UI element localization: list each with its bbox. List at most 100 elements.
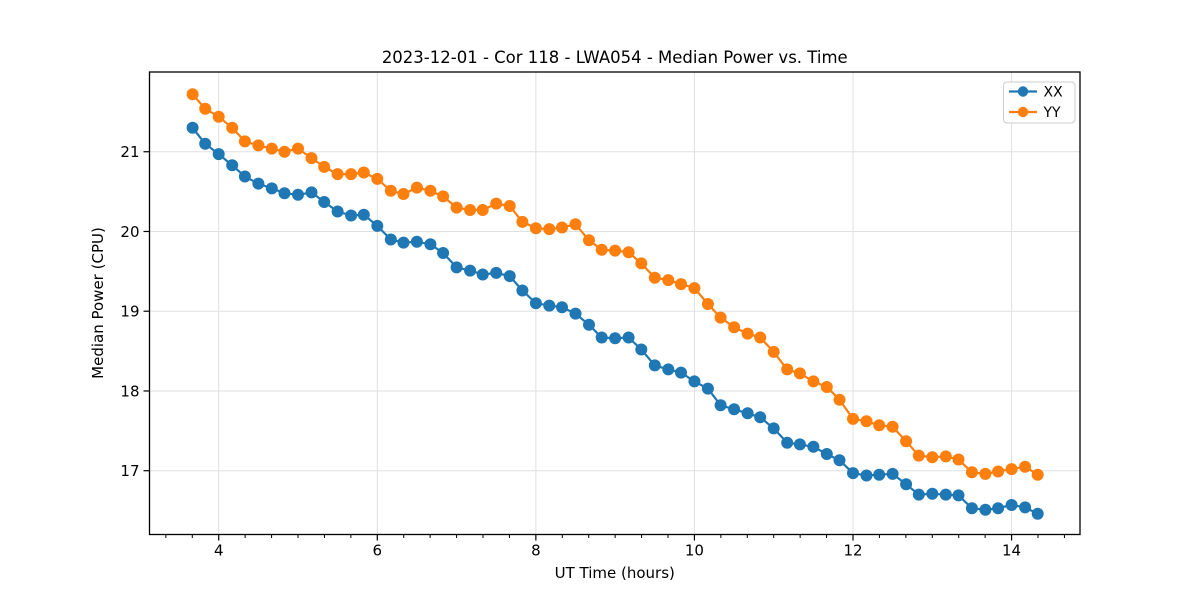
series-yy-marker: [556, 221, 568, 234]
y-axis: 17 18 19 20 21: [120, 143, 150, 480]
series-xx-marker: [781, 436, 794, 449]
y-tick-label: 17: [120, 462, 139, 480]
series-xx-marker: [728, 403, 741, 416]
series-xx-marker: [648, 359, 661, 372]
series-yy-marker: [384, 184, 397, 197]
x-tick-label: 6: [373, 542, 383, 560]
series-yy-marker: [820, 381, 833, 393]
series-yy-marker: [345, 168, 358, 181]
legend-marker: [1017, 86, 1029, 97]
series-xx-marker: [543, 299, 556, 312]
series-yy-marker: [278, 145, 291, 158]
series-yy-marker: [701, 298, 714, 310]
series-yy-marker: [305, 152, 318, 165]
series-yy-marker: [952, 453, 965, 466]
series-yy-marker: [767, 345, 780, 358]
series-xx-marker: [529, 297, 542, 310]
series-xx-marker: [424, 238, 437, 251]
series-xx-marker: [583, 318, 595, 331]
series-xx-marker: [318, 196, 331, 208]
series-yy-marker: [688, 282, 701, 295]
series-xx-marker: [820, 448, 833, 460]
series-yy-marker: [464, 204, 477, 216]
series-xx-marker: [464, 264, 477, 277]
series-xx-marker: [556, 301, 568, 314]
legend-item-xx[interactable]: XX: [1009, 85, 1063, 101]
series-xx-marker: [886, 467, 899, 480]
y-tick-label: 20: [120, 223, 139, 241]
legend-item-yy[interactable]: YY: [1009, 105, 1061, 121]
series-xx-marker: [688, 375, 701, 388]
series-xx-marker: [265, 182, 278, 195]
series-xx-marker: [939, 488, 952, 501]
series-yy-marker: [714, 311, 727, 324]
series-xx-marker: [1019, 501, 1032, 514]
series-yy-marker: [529, 222, 542, 235]
y-axis-label: Median Power (CPU): [89, 227, 107, 379]
series-yy-marker: [622, 246, 635, 259]
series-xx-marker: [767, 422, 780, 435]
x-axis: 4 6 8 10 12 14: [165, 534, 1065, 560]
series-xx-marker: [503, 270, 516, 283]
series-xx-marker: [847, 467, 859, 480]
series-xx-marker: [450, 261, 463, 274]
series-xx-marker: [199, 137, 212, 150]
series-yy-marker: [357, 166, 370, 179]
series-yy-marker: [900, 435, 913, 448]
gridlines: [149, 72, 1080, 535]
series-yy-marker: [979, 467, 992, 480]
series-xx-marker: [992, 502, 1005, 515]
series-xx-marker: [754, 411, 767, 424]
series-xx-marker: [609, 332, 622, 345]
legend-label: YY: [1043, 105, 1062, 121]
series-xx-marker: [212, 148, 225, 161]
series-yy-marker: [1031, 468, 1044, 481]
series-xx-marker: [476, 268, 489, 281]
series-yy-marker: [847, 412, 859, 425]
series-yy-marker: [754, 331, 767, 344]
series-xx-marker: [252, 177, 265, 190]
series-yy-marker: [1005, 463, 1018, 476]
series-xx-marker: [437, 247, 450, 259]
series-yy-marker: [371, 172, 384, 185]
series-yy-marker: [873, 419, 886, 432]
x-tick-label: 12: [843, 542, 862, 560]
plot-border: [148, 71, 1081, 536]
series-xx-marker: [833, 454, 846, 467]
series-xx-marker: [701, 382, 714, 395]
series-yy-marker: [992, 465, 1005, 478]
y-tick-label: 18: [120, 382, 139, 400]
series-yy-marker: [926, 451, 939, 464]
series-xx-marker: [860, 469, 873, 482]
series-yy-marker: [728, 321, 741, 334]
series-layer: [186, 88, 1044, 520]
series-xx-marker: [952, 489, 965, 502]
series-yy-marker: [912, 449, 925, 462]
series-yy-marker: [516, 215, 529, 228]
x-tick-label: 10: [685, 542, 704, 560]
series-xx-marker: [1031, 507, 1044, 520]
series-yy-marker: [741, 327, 754, 340]
series-yy-marker: [410, 181, 423, 194]
series-yy-marker: [569, 218, 582, 231]
series-yy-marker: [965, 466, 978, 479]
series-yy-marker: [675, 278, 687, 291]
series-yy-marker: [186, 88, 199, 101]
series-yy-marker: [252, 139, 265, 152]
series-xx-marker: [292, 188, 304, 201]
series-xx-marker: [622, 331, 635, 344]
series-xx-marker: [979, 503, 992, 516]
series-xx-marker: [965, 502, 978, 515]
series-yy-marker: [648, 271, 661, 284]
series-yy-marker: [397, 188, 410, 200]
y-tick-label: 19: [120, 303, 139, 321]
series-yy-marker: [199, 102, 212, 115]
x-axis-label: UT Time (hours): [555, 564, 675, 582]
series-xx-marker: [900, 478, 913, 491]
legend-box: [1003, 81, 1076, 124]
series-xx-marker: [741, 407, 754, 420]
series-xx-marker: [714, 399, 727, 412]
series-yy-marker: [437, 190, 450, 203]
series-xx-marker: [793, 438, 806, 451]
